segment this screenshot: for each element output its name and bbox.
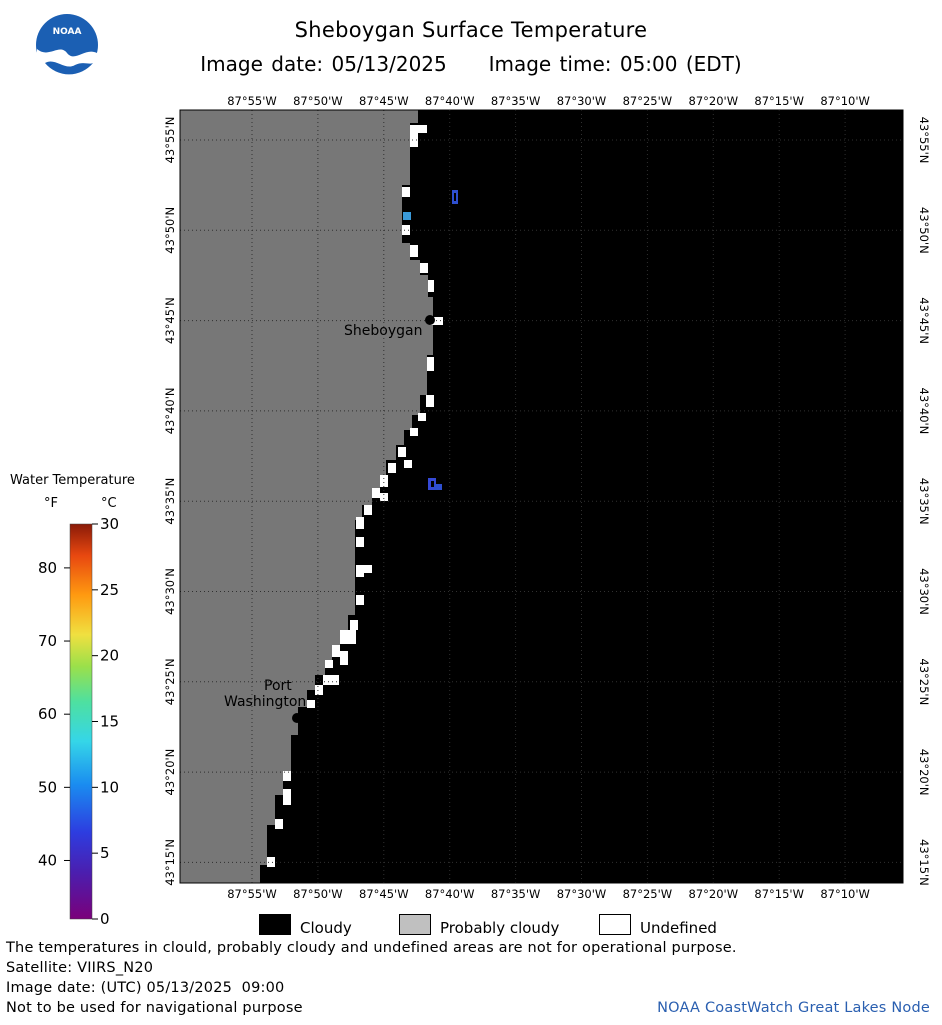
- lon-label-bottom: 87°25'W: [623, 887, 673, 901]
- lon-label-top: 87°30'W: [557, 95, 607, 108]
- lon-label-bottom: 87°35'W: [491, 887, 541, 901]
- colorbar-label-f: 80: [38, 559, 57, 577]
- lat-label-left: 43°25'N: [163, 658, 177, 705]
- lat-label-right: 43°15'N: [917, 839, 931, 886]
- noaa-logo: NOAA: [35, 13, 99, 81]
- image-time-label: Image time:: [488, 52, 612, 76]
- lat-label-right: 43°20'N: [917, 749, 931, 796]
- page-title: Sheboygan Surface Temperature: [294, 18, 648, 42]
- lat-label-right: 43°50'N: [917, 207, 931, 254]
- water-temp-pixel: [454, 193, 456, 201]
- colorbar-label-c: 0: [100, 910, 110, 928]
- lat-label-left: 43°50'N: [163, 207, 177, 254]
- colorbar-label-f: 70: [38, 632, 57, 650]
- colorbar-gradient: [69, 523, 93, 920]
- lat-label-right: 43°25'N: [917, 658, 931, 705]
- lon-label-bottom: 87°30'W: [557, 887, 607, 901]
- lat-label-right: 43°45'N: [917, 297, 931, 344]
- cloudy-swatch: [259, 914, 291, 935]
- lon-label-top: 87°50'W: [293, 95, 343, 108]
- sheboygan-marker: [425, 315, 435, 325]
- lon-label-top: 87°10'W: [820, 95, 870, 108]
- lon-label-bottom: 87°50'W: [293, 887, 343, 901]
- probably-cloudy-swatch: [399, 914, 431, 935]
- land-area: [180, 110, 433, 883]
- legend-unit-c: °C: [101, 496, 117, 511]
- water-temp-pixel: [403, 212, 411, 220]
- colorbar-label-c: 10: [100, 778, 119, 796]
- lat-label-right: 43°40'N: [917, 388, 931, 435]
- noaa-logo-text: NOAA: [53, 27, 82, 37]
- image-date-value: 05/13/2025: [331, 52, 447, 76]
- water-temp-pixel: [434, 484, 442, 490]
- sheboygan-label: Sheboygan: [344, 323, 422, 339]
- temperature-map: 87°55'W 87°50'W 87°45'W 87°40'W 87°35'W 87°30…: [163, 95, 931, 901]
- lon-label-top: 87°40'W: [425, 95, 475, 108]
- lat-label-left: 43°30'N: [163, 568, 177, 615]
- lon-label-top: 87°20'W: [689, 95, 739, 108]
- map-frame: [179, 109, 904, 884]
- lat-label-left: 43°35'N: [163, 478, 177, 525]
- lat-label-right: 43°30'N: [917, 568, 931, 615]
- lon-label-top: 87°25'W: [623, 95, 673, 108]
- probably-cloudy-label: Probably cloudy: [440, 919, 560, 937]
- cloudy-label: Cloudy: [300, 919, 352, 937]
- lon-label-bottom: 87°45'W: [359, 887, 409, 901]
- lat-label-right: 43°55'N: [917, 117, 931, 164]
- credit-text: NOAA CoastWatch Great Lakes Node: [657, 1000, 930, 1016]
- image-date-time: Image date: 05/13/2025 Image time: 05:00…: [0, 52, 942, 76]
- lon-label-top: 87°55'W: [227, 95, 277, 108]
- disclaimer-text: The temperatures in clould, probably clo…: [6, 940, 737, 956]
- lon-label-top: 87°15'W: [754, 95, 804, 108]
- image-time-value: 05:00 (EDT): [619, 52, 742, 76]
- navigation-warning: Not to be used for navigational purpose: [6, 1000, 303, 1016]
- image-date-label: Image date:: [200, 52, 324, 76]
- lat-label-left: 43°15'N: [163, 839, 177, 886]
- lon-label-bottom: 87°20'W: [689, 887, 739, 901]
- colorbar-label-c: 25: [100, 581, 119, 599]
- port-washington-label-2: Washington: [224, 694, 306, 710]
- map-grid: [180, 110, 903, 883]
- port-washington-marker: [292, 713, 302, 723]
- utc-date-text: Image date: (UTC) 05/13/2025 09:00: [6, 980, 285, 996]
- lon-label-top: 87°35'W: [491, 95, 541, 108]
- lat-label-left: 43°45'N: [163, 297, 177, 344]
- lat-label-right: 43°35'N: [917, 478, 931, 525]
- port-washington-label-1: Port: [264, 678, 292, 694]
- colorbar-label-c: 5: [100, 844, 110, 862]
- colorbar-label-c: 15: [100, 713, 119, 731]
- legend-title: Water Temperature: [10, 473, 135, 488]
- colorbar-label-f: 50: [38, 778, 57, 796]
- undefined-swatch: [599, 914, 631, 935]
- lat-label-left: 43°55'N: [163, 117, 177, 164]
- colorbar-label-f: 60: [38, 705, 57, 723]
- undefined-label: Undefined: [640, 919, 717, 937]
- water-temp-pixel: [431, 481, 434, 487]
- lon-label-top: 87°45'W: [359, 95, 409, 108]
- colorbar-label-c: 30: [100, 515, 119, 533]
- lat-label-left: 43°20'N: [163, 749, 177, 796]
- colorbar-label-c: 20: [100, 647, 119, 665]
- lon-label-bottom: 87°40'W: [425, 887, 475, 901]
- satellite-text: Satellite: VIIRS_N20: [6, 960, 154, 976]
- undefined-areas: [267, 125, 443, 867]
- lon-label-bottom: 87°10'W: [820, 887, 870, 901]
- colorbar-label-f: 40: [38, 851, 57, 869]
- lon-label-bottom: 87°55'W: [227, 887, 277, 901]
- legend-unit-f: °F: [44, 496, 58, 511]
- lat-label-left: 43°40'N: [163, 388, 177, 435]
- lon-label-bottom: 87°15'W: [754, 887, 804, 901]
